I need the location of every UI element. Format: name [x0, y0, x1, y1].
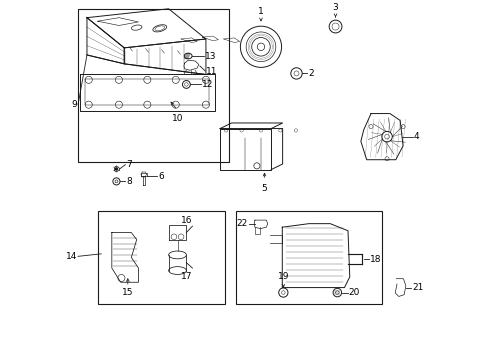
Text: 22: 22 [237, 219, 248, 228]
Text: 1: 1 [258, 6, 264, 15]
Text: 9: 9 [72, 100, 77, 109]
Text: 16: 16 [181, 216, 193, 225]
Text: 14: 14 [66, 252, 77, 261]
Circle shape [115, 168, 118, 170]
Text: 17: 17 [181, 271, 193, 280]
Bar [98, 211, 225, 303]
Text: 4: 4 [414, 132, 419, 141]
Text: 19: 19 [278, 272, 289, 281]
Bar [78, 9, 229, 162]
Text: 7: 7 [126, 160, 132, 169]
Text: 20: 20 [349, 288, 360, 297]
Bar [236, 211, 382, 303]
Text: 3: 3 [333, 3, 339, 12]
Text: 5: 5 [262, 184, 268, 193]
Text: 18: 18 [370, 255, 382, 264]
Text: 13: 13 [205, 51, 217, 60]
Text: 10: 10 [172, 113, 184, 122]
Text: 12: 12 [202, 80, 214, 89]
Text: 15: 15 [122, 288, 134, 297]
Text: 11: 11 [206, 67, 218, 76]
Text: 2: 2 [308, 69, 314, 78]
Text: 8: 8 [126, 177, 132, 186]
Text: 21: 21 [412, 283, 423, 292]
Text: 6: 6 [158, 172, 164, 181]
